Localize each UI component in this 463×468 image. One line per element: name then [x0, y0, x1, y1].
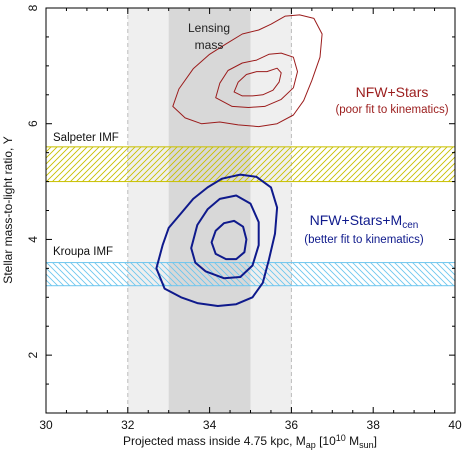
nfw-stars-mcen-name: NFW+Stars+M [310, 212, 403, 228]
x-axis-label-sub: ap [306, 440, 316, 450]
y-axis-label: Stellar mass-to-light ratio, Υ [1, 136, 15, 283]
x-axis-label-unit-mid: M [346, 434, 359, 448]
x-tick-label: 36 [285, 418, 299, 432]
x-tick-label: 38 [367, 418, 381, 432]
x-axis-label-main: Projected mass inside 4.75 kpc, M [123, 434, 306, 448]
x-tick-label: 40 [448, 418, 462, 432]
kroupa-imf-label: Kroupa IMF [53, 246, 113, 258]
x-axis-label-unit-open: [10 [316, 434, 336, 448]
x-tick-label: 34 [203, 418, 217, 432]
contour-series0-level2 [172, 14, 323, 128]
nfw-stars-note: (poor fit to kinematics) [335, 104, 448, 116]
nfw-stars-mcen-label: NFW+Stars+Mcen [310, 212, 419, 231]
salpeter-imf-label: Salpeter IMF [53, 132, 119, 144]
lensing-band-inner [168, 8, 251, 413]
lensing-label-line2: mass [195, 38, 224, 52]
contour-series1-level0 [210, 219, 248, 261]
contour-series1-level1 [190, 194, 260, 280]
x-tick-label: 30 [39, 418, 53, 432]
lensing-label-line1: Lensing [188, 21, 230, 35]
contour-series1-level2 [155, 173, 279, 307]
y-tick-label: 8 [26, 4, 40, 11]
x-axis-label: Projected mass inside 4.75 kpc, Map [101… [123, 433, 377, 450]
y-tick-label: 6 [26, 120, 40, 127]
x-axis-label-unit-close: ] [374, 434, 377, 448]
nfw-stars-mcen-sub: cen [402, 220, 418, 231]
contour-series0-level0 [233, 67, 282, 97]
imf-band-1 [46, 262, 455, 287]
nfw-stars-label: NFW+Stars [356, 84, 429, 100]
nfw-stars-mcen-note: (better fit to kinematics) [304, 234, 424, 246]
y-tick-label: 2 [26, 351, 40, 358]
y-tick-label: 4 [26, 236, 40, 243]
contour-series0-level1 [215, 52, 298, 108]
x-tick-label: 32 [121, 418, 135, 432]
x-axis-label-unit-sub: sun [359, 440, 374, 450]
x-axis-label-unit-exp: 10 [336, 433, 346, 443]
